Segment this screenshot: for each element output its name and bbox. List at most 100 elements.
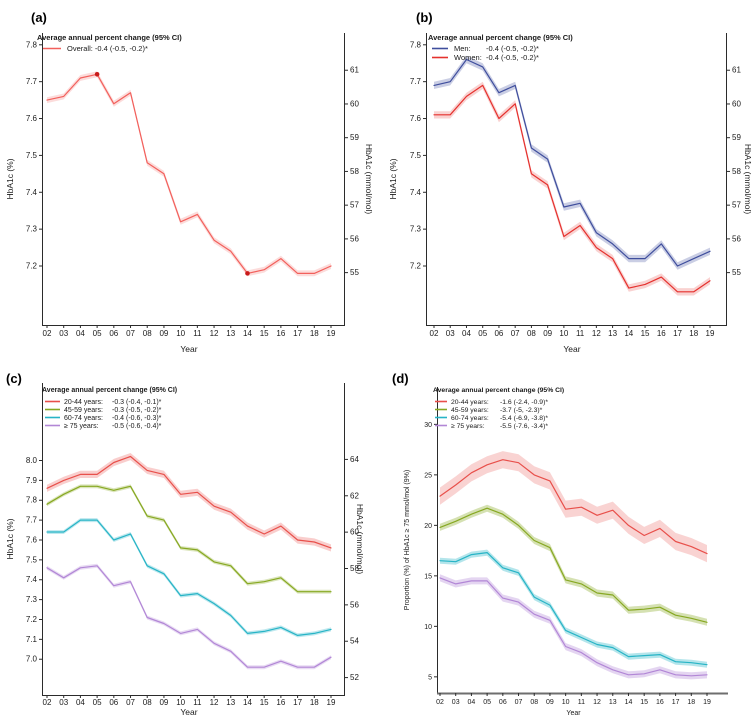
svg-text:HbA1c (%): HbA1c (%) <box>5 158 15 199</box>
svg-text:13: 13 <box>226 698 235 707</box>
svg-text:20: 20 <box>424 523 432 530</box>
svg-text:06: 06 <box>494 329 503 338</box>
svg-text:7.4: 7.4 <box>410 188 422 197</box>
svg-text:09: 09 <box>543 329 552 338</box>
svg-text:7.0: 7.0 <box>26 655 38 664</box>
svg-text:11: 11 <box>576 329 585 338</box>
legend-d: Average annual percent change (95% CI) 20… <box>433 387 564 430</box>
svg-text:08: 08 <box>143 698 152 707</box>
svg-text:Women:: Women: <box>454 53 482 62</box>
svg-text:55: 55 <box>350 268 359 277</box>
svg-text:02: 02 <box>430 329 439 338</box>
svg-text:09: 09 <box>159 329 168 338</box>
svg-text:05: 05 <box>483 699 491 706</box>
svg-text:-0.4 (-0.5, -0.2)*: -0.4 (-0.5, -0.2)* <box>486 53 539 62</box>
svg-text:7.2: 7.2 <box>26 262 38 271</box>
svg-text:10: 10 <box>562 699 570 706</box>
svg-text:11: 11 <box>578 699 585 706</box>
series-b-Women <box>433 81 711 296</box>
svg-text:Average annual percent change: Average annual percent change (95% CI) <box>433 387 564 394</box>
svg-text:14: 14 <box>243 329 252 338</box>
x-axis-a: 02 03 04 05 06 07 08 09 10 11 12 13 14 15 16 17 18 19 <box>43 325 336 338</box>
y-axis-left-a: 7.2 7.3 7.4 7.5 7.6 7.7 7.8 <box>26 40 42 271</box>
svg-text:25: 25 <box>424 472 432 479</box>
svg-text:61: 61 <box>350 66 359 75</box>
series-d-20-44years <box>439 451 708 563</box>
joinpoint-marker <box>245 271 250 276</box>
svg-text:08: 08 <box>143 329 152 338</box>
series-d-60-74years <box>439 549 708 668</box>
svg-text:Year: Year <box>566 710 581 717</box>
panel-label-b: (b) <box>416 10 433 25</box>
svg-text:61: 61 <box>732 66 741 75</box>
axis-titles-b: Year HbA1c (%) HbA1c (mmol/mol) <box>388 144 752 354</box>
svg-text:19: 19 <box>327 698 336 707</box>
svg-text:12: 12 <box>210 698 219 707</box>
svg-text:7.2: 7.2 <box>26 615 38 624</box>
axis-titles-a: Year HbA1c (%) HbA1c (mmol/mol) <box>5 144 374 354</box>
svg-text:5: 5 <box>428 674 432 681</box>
svg-text:02: 02 <box>43 329 52 338</box>
svg-text:20-44 years:: 20-44 years: <box>64 399 103 406</box>
svg-text:15: 15 <box>640 699 648 706</box>
svg-text:60-74 years:: 60-74 years: <box>451 415 489 422</box>
x-axis-d: 02 03 04 05 06 07 08 09 10 11 12 13 14 15 16 17 18 19 <box>436 693 711 706</box>
svg-text:-0.5 (-0.6, -0.4)*: -0.5 (-0.6, -0.4)* <box>112 423 162 430</box>
svg-text:10: 10 <box>176 329 185 338</box>
svg-text:16: 16 <box>276 698 285 707</box>
svg-text:17: 17 <box>293 329 302 338</box>
svg-text:02: 02 <box>43 698 52 707</box>
svg-text:7.9: 7.9 <box>26 476 38 485</box>
svg-text:60: 60 <box>350 528 359 537</box>
svg-text:64: 64 <box>350 455 359 464</box>
svg-text:8.0: 8.0 <box>26 456 38 465</box>
svg-text:10: 10 <box>559 329 568 338</box>
svg-text:57: 57 <box>350 201 359 210</box>
panel-d-chart: 5 10 15 20 25 30 02 03 04 05 06 07 08 09 10 11 12 13 14 15 1… <box>404 387 728 717</box>
series-d-75years <box>439 574 708 680</box>
svg-text:15: 15 <box>260 329 269 338</box>
svg-text:7.8: 7.8 <box>26 40 38 49</box>
svg-text:18: 18 <box>689 329 698 338</box>
svg-text:03: 03 <box>59 698 68 707</box>
svg-text:10: 10 <box>424 624 432 631</box>
svg-text:7.4: 7.4 <box>26 188 38 197</box>
svg-text:58: 58 <box>350 564 359 573</box>
svg-text:14: 14 <box>625 699 633 706</box>
svg-text:15: 15 <box>641 329 650 338</box>
svg-text:Proportion (%) of HbA1c ≥ 75 m: Proportion (%) of HbA1c ≥ 75 mmol/mol (9… <box>404 470 411 610</box>
y-axis-left-d: 5 10 15 20 25 30 <box>424 422 437 681</box>
series-c-20-44years <box>46 453 332 552</box>
panel-c-chart: 7.07.17.27.37.47.57.67.77.87.98.05254565… <box>5 383 365 717</box>
svg-text:7.6: 7.6 <box>26 535 38 544</box>
svg-text:03: 03 <box>446 329 455 338</box>
svg-text:7.5: 7.5 <box>410 151 422 160</box>
svg-text:11: 11 <box>193 329 202 338</box>
series-a-Overall <box>46 71 332 277</box>
svg-text:17: 17 <box>293 698 302 707</box>
svg-text:19: 19 <box>703 699 711 706</box>
series-b-Men <box>433 55 711 270</box>
svg-text:HbA1c (%): HbA1c (%) <box>5 518 15 559</box>
svg-text:57: 57 <box>732 201 741 210</box>
svg-text:Average annual percent change: Average annual percent change (95% CI) <box>42 387 177 394</box>
panel-label-d: (d) <box>392 371 409 386</box>
svg-text:18: 18 <box>310 698 319 707</box>
svg-text:54: 54 <box>350 637 359 646</box>
svg-text:7.6: 7.6 <box>26 114 38 123</box>
svg-text:09: 09 <box>159 698 168 707</box>
svg-text:7.6: 7.6 <box>410 114 422 123</box>
panel-label-a: (a) <box>31 10 47 25</box>
svg-text:16: 16 <box>276 329 285 338</box>
svg-text:≥ 75 years:: ≥ 75 years: <box>451 423 485 430</box>
axes-d <box>437 387 728 695</box>
svg-text:45-59 years:: 45-59 years: <box>451 407 489 414</box>
svg-text:7.8: 7.8 <box>410 40 422 49</box>
svg-text:07: 07 <box>515 699 523 706</box>
series-c-45-59years <box>46 484 332 594</box>
svg-text:08: 08 <box>527 329 536 338</box>
svg-text:06: 06 <box>109 329 118 338</box>
panel-label-c: (c) <box>6 371 22 386</box>
